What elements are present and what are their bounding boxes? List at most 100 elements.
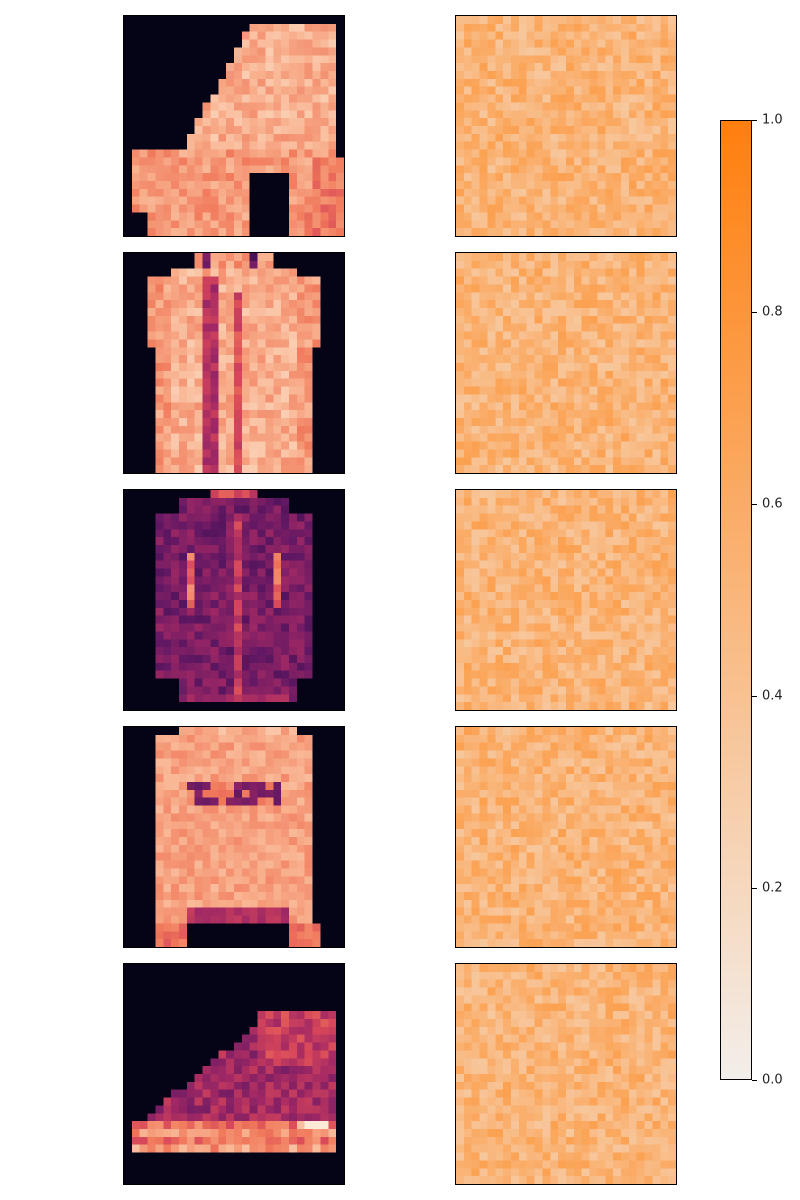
pixel bbox=[542, 505, 551, 514]
pixel bbox=[511, 639, 520, 648]
pixel bbox=[668, 529, 676, 538]
pixel bbox=[636, 552, 645, 561]
pixel bbox=[479, 457, 488, 466]
pixel bbox=[566, 55, 575, 64]
pixel bbox=[241, 441, 250, 450]
pixel bbox=[644, 78, 653, 87]
pixel bbox=[124, 750, 133, 759]
pixel bbox=[518, 292, 527, 301]
pixel bbox=[304, 686, 313, 695]
pixel bbox=[171, 418, 180, 427]
pixel bbox=[139, 607, 148, 616]
pixel bbox=[487, 615, 496, 624]
pixel bbox=[186, 181, 195, 190]
pixel bbox=[218, 173, 227, 182]
pixel bbox=[320, 47, 329, 56]
pixel bbox=[273, 782, 282, 791]
pixel bbox=[526, 323, 535, 332]
pixel bbox=[328, 686, 337, 695]
pixel bbox=[320, 425, 329, 434]
pixel bbox=[589, 694, 598, 703]
pixel bbox=[273, 410, 282, 419]
pixel bbox=[226, 149, 235, 158]
pixel bbox=[471, 694, 480, 703]
pixel bbox=[605, 39, 614, 48]
pixel bbox=[511, 576, 520, 585]
noise-map-3 bbox=[455, 489, 677, 711]
pixel bbox=[124, 228, 133, 236]
pixel bbox=[581, 323, 590, 332]
pixel bbox=[518, 347, 527, 356]
pixel bbox=[289, 568, 298, 577]
pixel bbox=[605, 592, 614, 601]
pixel bbox=[471, 39, 480, 48]
pixel bbox=[456, 347, 465, 356]
pixel bbox=[139, 331, 148, 340]
pixel bbox=[511, 386, 520, 395]
pixel bbox=[628, 497, 637, 506]
pixel bbox=[289, 607, 298, 616]
pixel bbox=[573, 157, 582, 166]
pixel bbox=[495, 465, 504, 473]
pixel bbox=[566, 253, 575, 262]
pixel bbox=[487, 584, 496, 593]
pixel bbox=[573, 323, 582, 332]
pixel bbox=[573, 592, 582, 601]
pixel bbox=[573, 537, 582, 546]
pixel bbox=[265, 497, 274, 506]
pixel bbox=[636, 47, 645, 56]
pixel bbox=[597, 607, 606, 616]
pixel bbox=[241, 188, 250, 197]
pixel bbox=[131, 149, 140, 158]
pixel bbox=[312, 433, 321, 442]
pixel bbox=[628, 631, 637, 640]
pixel bbox=[463, 370, 472, 379]
pixel bbox=[131, 742, 140, 751]
pixel bbox=[124, 560, 133, 569]
pixel bbox=[589, 126, 598, 135]
pixel bbox=[660, 386, 669, 395]
pixel bbox=[147, 647, 156, 656]
pixel bbox=[296, 363, 305, 372]
pixel bbox=[621, 639, 630, 648]
pixel bbox=[644, 228, 653, 236]
pixel bbox=[471, 355, 480, 364]
pixel bbox=[312, 592, 321, 601]
pixel bbox=[487, 204, 496, 213]
pixel bbox=[628, 260, 637, 269]
pixel bbox=[652, 355, 661, 364]
pixel bbox=[558, 133, 567, 142]
pixel bbox=[471, 410, 480, 419]
pixel bbox=[628, 300, 637, 309]
pixel bbox=[202, 165, 211, 174]
pixel bbox=[518, 204, 527, 213]
pixel bbox=[503, 465, 512, 473]
pixel bbox=[139, 300, 148, 309]
pixel bbox=[573, 490, 582, 499]
pixel bbox=[456, 639, 465, 648]
pixel bbox=[487, 490, 496, 499]
pixel bbox=[289, 141, 298, 150]
pixel bbox=[171, 204, 180, 213]
pixel bbox=[566, 331, 575, 340]
pixel bbox=[194, 212, 203, 221]
pixel bbox=[194, 655, 203, 664]
pixel bbox=[628, 181, 637, 190]
pixel bbox=[304, 607, 313, 616]
pixel bbox=[273, 94, 282, 103]
pixel bbox=[257, 110, 266, 119]
pixel bbox=[273, 418, 282, 427]
pixel bbox=[139, 774, 148, 783]
pixel bbox=[194, 766, 203, 775]
pixel bbox=[257, 678, 266, 687]
pixel bbox=[573, 702, 582, 710]
pixel bbox=[194, 292, 203, 301]
pixel bbox=[241, 378, 250, 387]
pixel bbox=[328, 505, 337, 514]
pixel bbox=[210, 370, 219, 379]
pixel bbox=[124, 418, 133, 427]
pixel bbox=[597, 253, 606, 262]
pixel bbox=[503, 173, 512, 182]
pixel bbox=[320, 94, 329, 103]
pixel bbox=[636, 157, 645, 166]
